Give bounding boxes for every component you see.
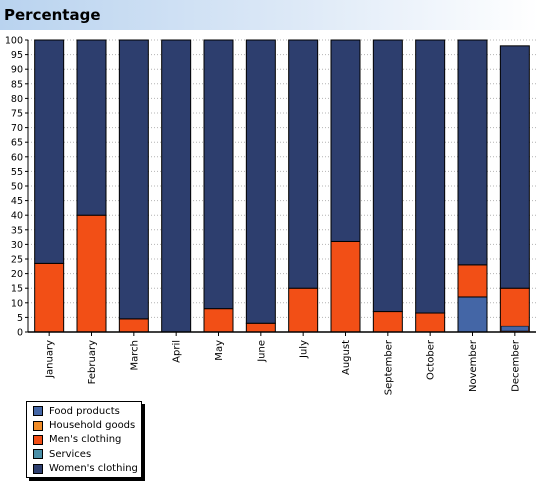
x-tick-label: December [510,339,521,392]
bar-segment [330,39,361,242]
bar-segment [76,214,107,333]
y-tick-label: 55 [11,167,23,178]
x-tick-label: August [341,340,352,375]
legend-swatch [33,434,43,445]
bar-segment [457,296,488,333]
bar-segment [499,45,530,289]
bar-segment [372,39,403,313]
y-tick-label: 65 [11,138,23,149]
bar-segment [415,312,446,333]
y-tick-label: 0 [17,328,23,339]
y-tick-label: 20 [11,269,23,280]
title-bar: Percentage [0,0,539,30]
chart-title: Percentage [4,6,101,24]
y-tick-label: 100 [5,36,23,47]
y-tick-label: 85 [11,79,23,90]
y-tick-label: 80 [11,94,23,105]
x-tick-label: April [172,340,183,363]
legend-swatch [33,449,43,460]
legend-label: Women's clothing [49,463,138,475]
bar-segment [34,262,65,333]
bar-segment [330,240,361,333]
y-tick-label: 15 [11,284,23,295]
x-tick-label: January [45,340,56,379]
legend-label: Food products [49,405,120,417]
bar-segment [118,318,149,333]
bar-segment [203,39,234,310]
legend-item: Women's clothing [33,462,141,476]
legend-swatch [33,406,43,417]
bar-segment [499,287,530,333]
bar-segment [76,39,107,216]
legend-label: Services [49,448,92,460]
y-tick-label: 5 [17,313,23,324]
x-tick-label: October [426,339,437,380]
y-tick-label: 90 [11,65,23,76]
bar-segment [34,39,65,264]
legend-item: Household goods [33,418,141,432]
y-tick-label: 40 [11,211,23,222]
y-tick-label: 75 [11,109,23,120]
bar-segment [288,39,319,289]
bar-segment [118,39,149,320]
x-tick-label: November [468,339,479,392]
y-tick-label: 30 [11,240,23,251]
legend-item: Food products [33,404,141,418]
y-tick-label: 95 [11,50,23,61]
x-tick-label: March [129,340,140,370]
bar-segment [161,39,192,333]
legend-label: Men's clothing [49,434,122,446]
bar-segment-marker [501,325,529,332]
chart-area: 0 5 10 15 20 25 30 35 40 45 50 55 60 65 70 75 80 85 90 95 10… [5,36,536,395]
y-tick-label: 35 [11,225,23,236]
bar-segment [245,39,276,324]
bar-segment [415,39,446,314]
x-tick-label: July [299,340,310,359]
bar-segment [245,322,276,333]
bar-segment [372,311,403,333]
chart-legend: Food products Household goods Men's clothi… [26,401,142,478]
y-tick-label: 50 [11,182,23,193]
legend-item: Services [33,447,141,461]
bar-segment [288,287,319,333]
x-tick-label: May [214,340,225,361]
bar-segment [457,39,488,266]
y-tick-label: 60 [11,152,23,163]
y-tick-label: 25 [11,255,23,266]
x-tick-label: February [87,340,98,384]
legend-label: Household goods [49,420,136,432]
bar-segment [203,308,234,333]
legend-item: Men's clothing [33,433,141,447]
bar-segment [457,264,488,298]
x-tick-label: June [256,340,267,363]
legend-swatch [33,420,43,431]
x-tick-label: September [383,339,394,395]
y-tick-label: 70 [11,123,23,134]
y-tick-label: 45 [11,196,23,207]
legend-swatch [33,463,43,474]
y-tick-label: 10 [11,298,23,309]
